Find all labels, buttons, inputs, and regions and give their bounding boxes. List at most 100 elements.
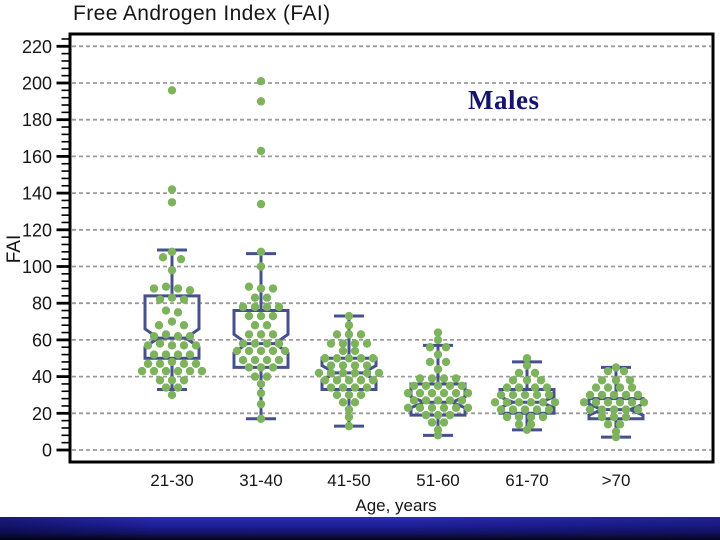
data-point <box>409 381 419 390</box>
data-point <box>244 330 254 339</box>
data-point <box>320 376 330 385</box>
data-point <box>522 354 532 363</box>
plot-frame <box>68 32 715 464</box>
data-point <box>179 359 189 368</box>
data-point <box>522 361 532 370</box>
data-point <box>451 374 461 383</box>
data-point <box>550 398 560 407</box>
data-point <box>508 405 518 414</box>
data-point <box>433 365 443 374</box>
data-point <box>619 366 629 376</box>
data-point <box>232 346 242 356</box>
data-point <box>532 405 542 414</box>
data-point <box>167 247 177 257</box>
data-point <box>433 335 443 345</box>
data-point <box>356 354 366 363</box>
data-point <box>256 311 266 321</box>
data-point <box>256 379 266 389</box>
data-point <box>274 302 284 312</box>
data-point <box>350 398 360 407</box>
data-point <box>621 405 631 414</box>
data-point <box>514 368 524 378</box>
data-point <box>256 330 266 339</box>
data-point <box>368 376 378 385</box>
data-point <box>161 306 171 315</box>
data-point <box>520 390 530 400</box>
data-point <box>356 390 366 400</box>
data-point <box>268 284 278 293</box>
data-point <box>326 339 336 348</box>
data-point <box>262 302 272 312</box>
data-point <box>344 311 354 321</box>
y-tick-label: 100 <box>22 257 52 277</box>
data-point <box>256 399 266 409</box>
data-point <box>191 359 201 368</box>
data-point <box>256 247 266 257</box>
data-point <box>439 403 449 412</box>
data-point <box>439 418 449 427</box>
data-point <box>439 374 449 383</box>
data-point <box>161 366 171 376</box>
data-point <box>597 376 607 385</box>
data-point <box>167 86 177 95</box>
data-point <box>250 302 260 312</box>
data-point <box>611 363 621 372</box>
data-point <box>457 396 467 405</box>
data-point <box>621 412 631 422</box>
y-tick-label: 120 <box>22 220 52 240</box>
data-point <box>451 403 461 412</box>
data-point <box>542 383 552 392</box>
data-point <box>520 405 530 414</box>
data-point <box>262 293 272 302</box>
data-point <box>173 383 183 392</box>
data-point <box>155 339 165 348</box>
data-point <box>615 398 625 407</box>
data-point <box>544 390 554 400</box>
data-point <box>256 97 266 106</box>
data-point <box>433 431 443 440</box>
data-point <box>439 388 449 398</box>
data-point <box>514 383 524 392</box>
data-point <box>161 350 171 359</box>
data-point <box>155 359 165 368</box>
data-point <box>167 185 177 194</box>
data-point <box>415 403 425 412</box>
data-point <box>579 398 589 407</box>
data-point <box>403 403 413 412</box>
data-point <box>409 396 419 405</box>
y-tick-label: 60 <box>32 330 52 350</box>
data-point <box>530 368 540 378</box>
data-point <box>149 284 159 293</box>
data-point <box>154 321 164 330</box>
data-point <box>368 354 378 363</box>
data-point <box>344 321 354 330</box>
y-tick-label: 80 <box>32 294 52 314</box>
data-point <box>544 405 554 414</box>
data-point <box>250 372 260 381</box>
x-tick-label: 21-30 <box>150 471 193 490</box>
data-point <box>149 366 159 376</box>
data-point <box>344 390 354 400</box>
data-point <box>143 341 153 350</box>
data-point <box>627 398 637 407</box>
data-point <box>338 383 348 392</box>
data-point <box>256 146 266 156</box>
data-point <box>585 405 595 414</box>
data-point <box>433 396 443 405</box>
data-point <box>597 390 607 400</box>
data-point <box>445 396 455 405</box>
data-point <box>244 363 254 372</box>
x-tick-label: 31-40 <box>239 471 282 490</box>
data-point <box>425 357 435 367</box>
data-point <box>191 341 201 350</box>
data-point <box>597 405 607 414</box>
data-point <box>427 388 437 398</box>
data-point <box>332 390 342 400</box>
x-axis-label: Age, years <box>355 496 437 515</box>
data-point <box>332 354 342 363</box>
data-point <box>256 388 266 398</box>
data-point <box>344 405 354 414</box>
data-point <box>338 346 348 356</box>
y-tick-label: 40 <box>32 367 52 387</box>
data-point <box>362 383 372 392</box>
